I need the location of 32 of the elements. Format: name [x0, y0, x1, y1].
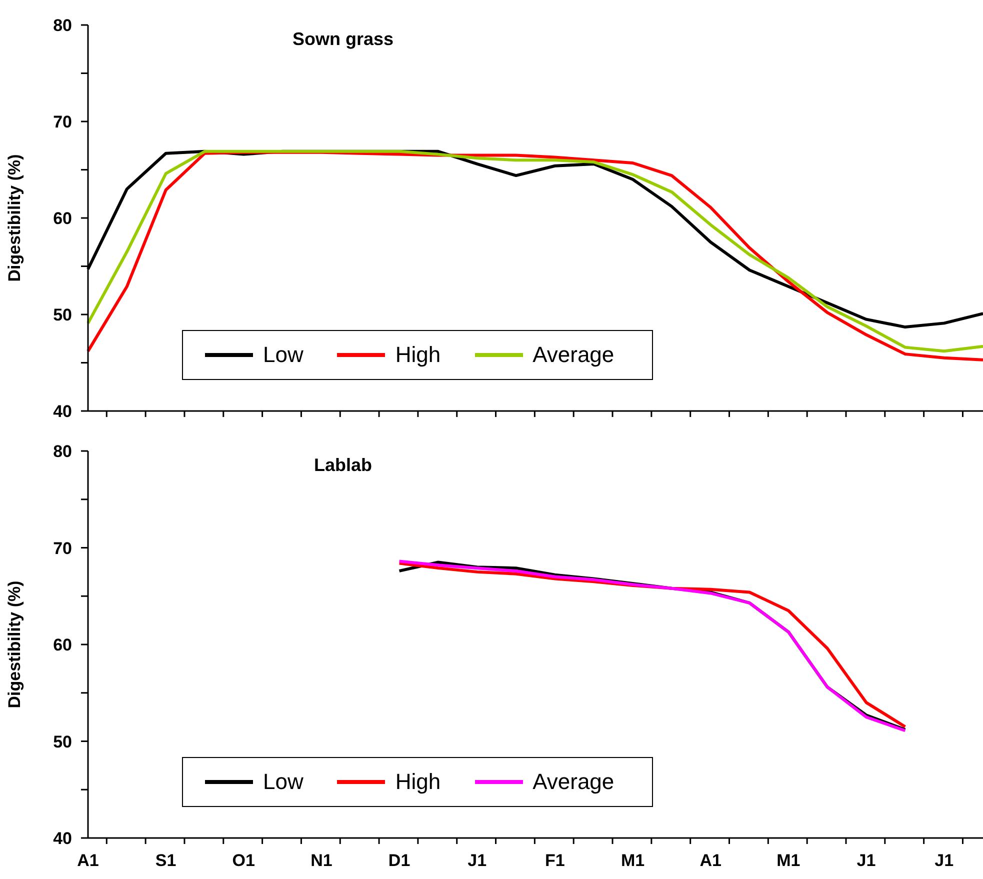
legend-label: Low: [263, 769, 304, 795]
x-tick-label: D1: [388, 851, 410, 870]
x-tick-label: N1: [310, 851, 332, 870]
x-tick-label: M1: [776, 851, 800, 870]
x-tick-label: F1: [545, 851, 565, 870]
x-tick-label: S1: [155, 851, 176, 870]
legend-label: Low: [263, 342, 304, 368]
chart-title: Sown grass: [291, 29, 395, 50]
y-tick-label: 80: [53, 16, 72, 35]
x-tick-label: A1: [700, 851, 722, 870]
x-tick-label: J1: [468, 851, 487, 870]
y-axis-title: Digestibility (%): [5, 154, 24, 282]
x-tick-label: J1: [856, 851, 876, 870]
x-tick-label: A1: [77, 851, 99, 870]
y-tick-label: 40: [53, 829, 72, 848]
chart-title: Lablab: [312, 455, 373, 476]
x-tick-label: J1: [934, 851, 954, 870]
x-tick-label: O1: [232, 851, 255, 870]
y-tick-label: 50: [53, 732, 72, 752]
y-tick-label: 40: [53, 402, 72, 421]
legend-label: Average: [532, 769, 614, 795]
y-tick-label: 60: [53, 636, 72, 654]
legend-label: High: [395, 769, 441, 795]
y-tick-label: 60: [53, 209, 72, 228]
legend-label: Average: [532, 342, 614, 368]
y-tick-label: 70: [53, 112, 72, 132]
x-tick-label: M1: [620, 851, 645, 870]
y-tick-label: 80: [53, 442, 72, 461]
y-tick-label: 50: [53, 306, 72, 324]
y-axis-title: Digestibility (%): [5, 580, 24, 708]
legend-label: High: [395, 342, 441, 368]
y-tick-label: 70: [53, 538, 72, 558]
